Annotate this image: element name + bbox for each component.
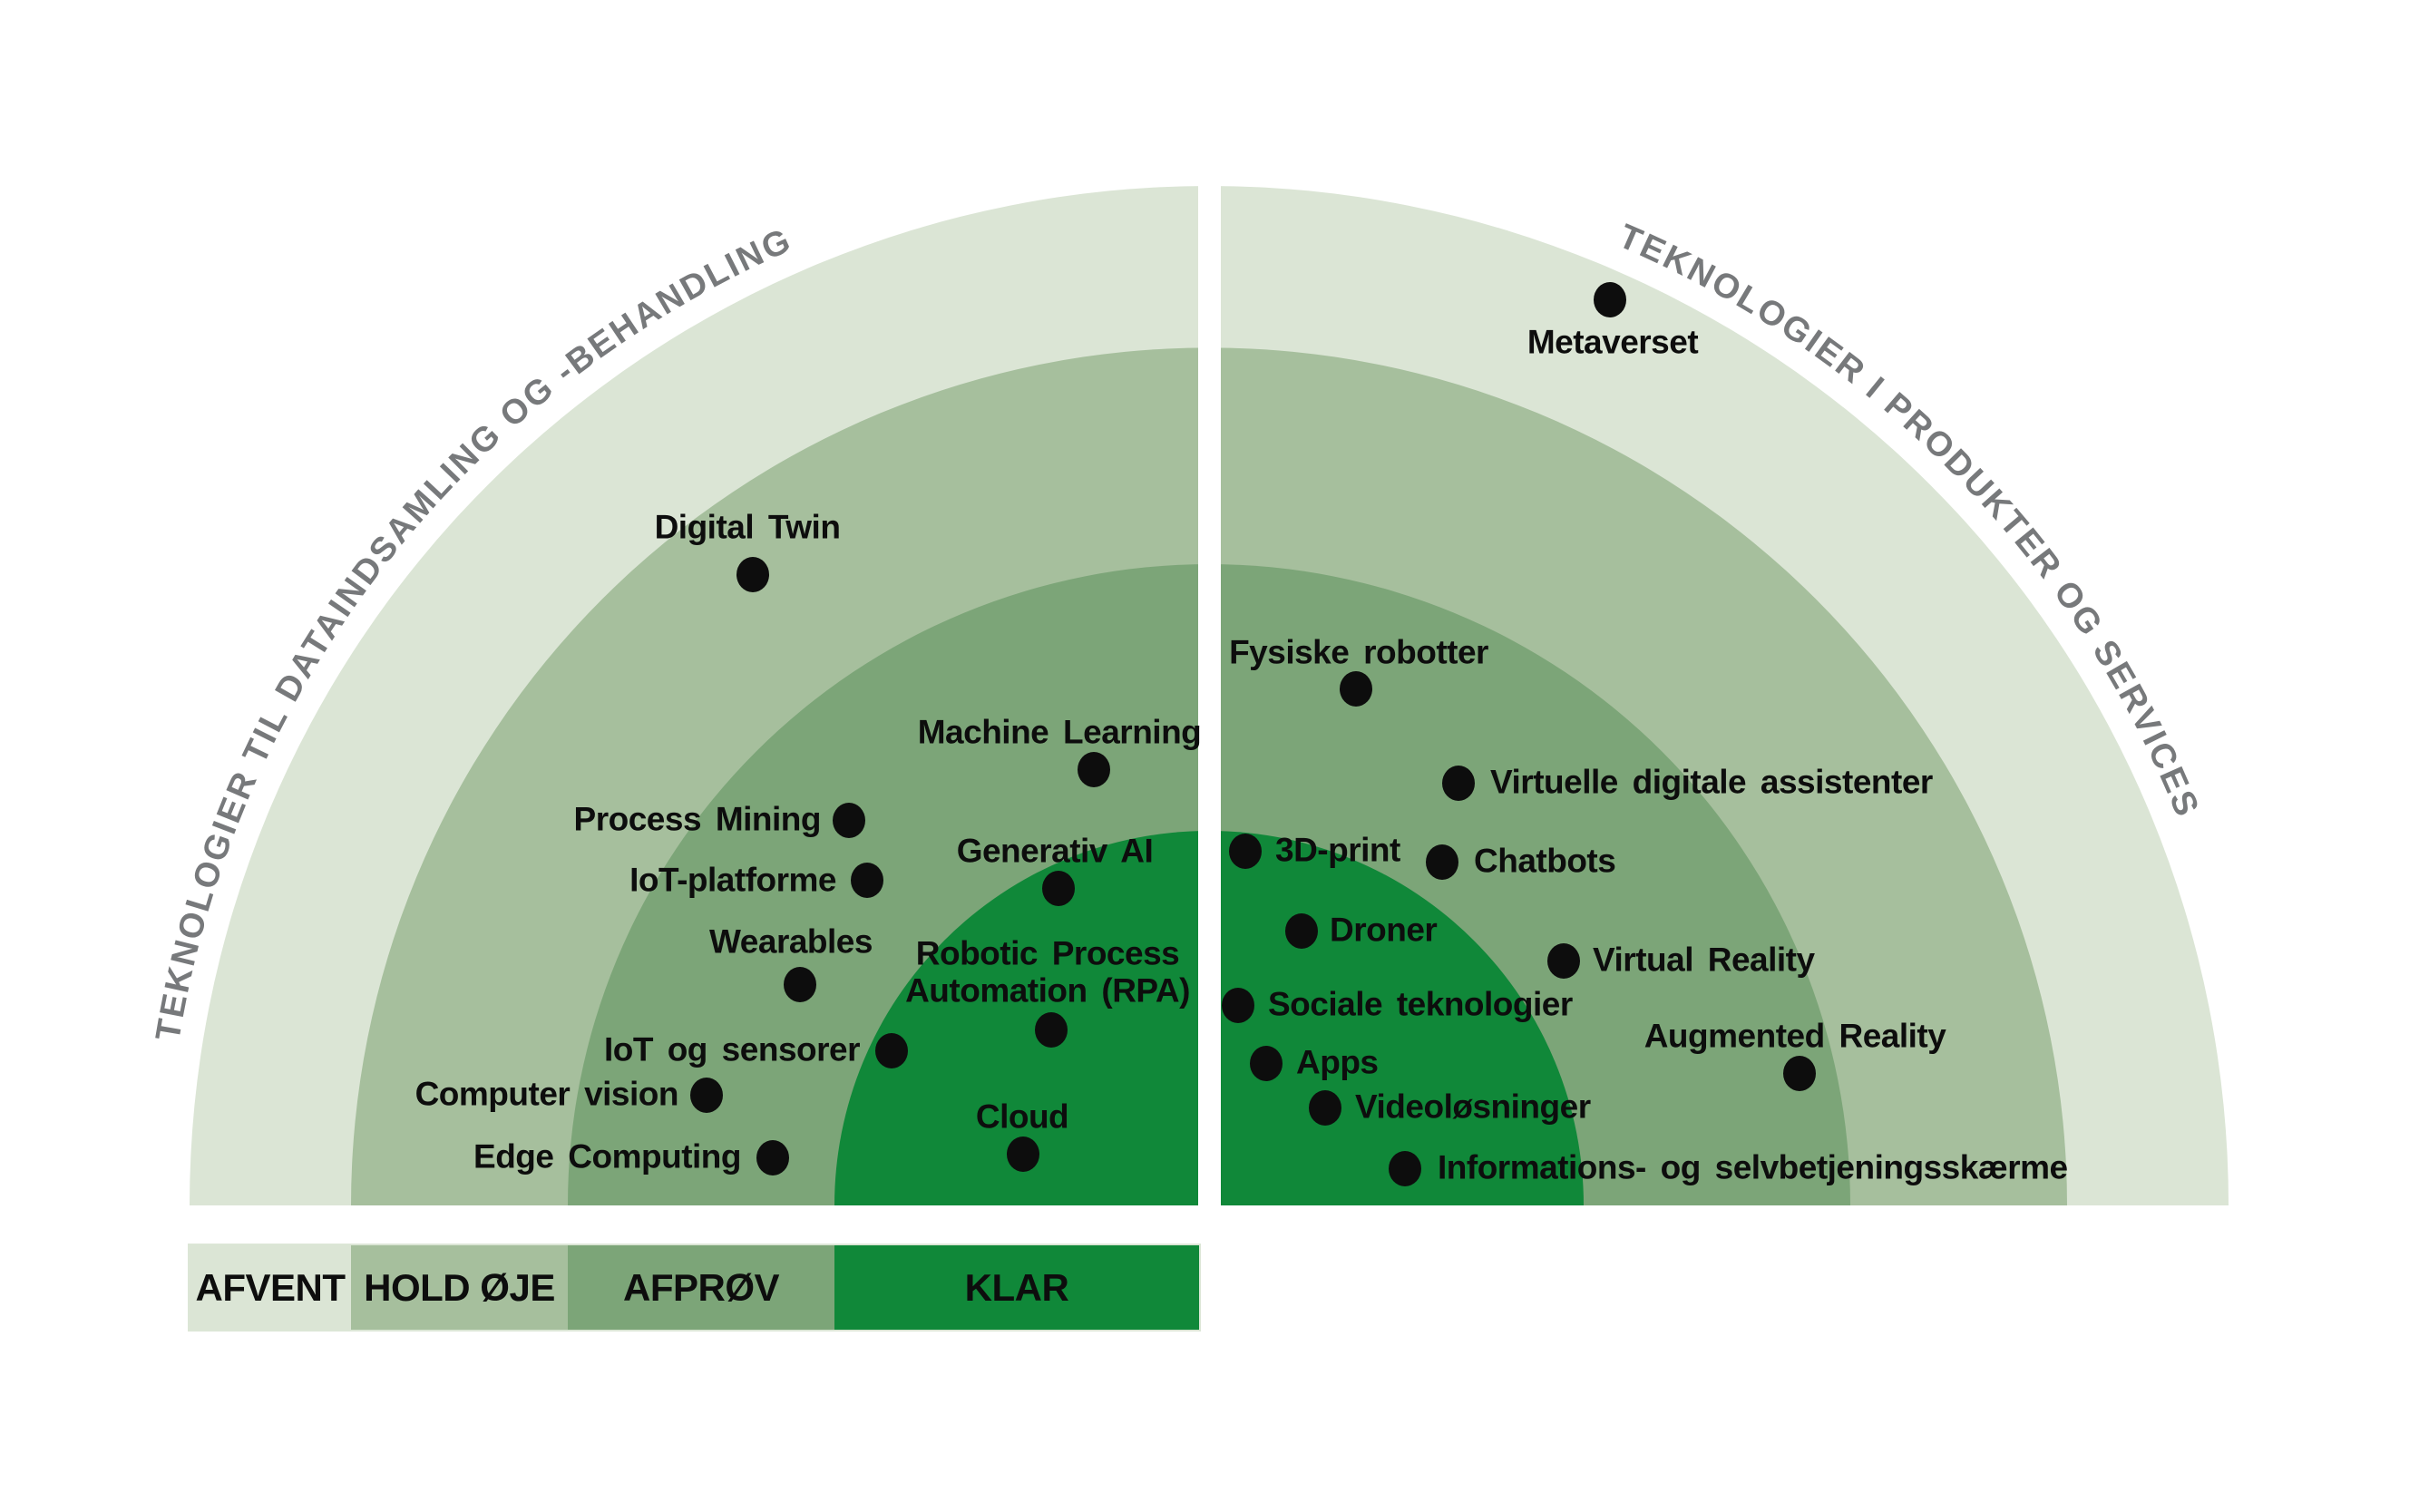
dot-computer-vision (690, 1078, 723, 1113)
dot-informations-og-selvbetjeningsskaerme (1389, 1151, 1421, 1186)
dot-cloud (1007, 1136, 1039, 1172)
dot-3d-print (1229, 834, 1262, 869)
label-chatbots: Chatbots (1474, 842, 1616, 880)
label-informations-og-selvbetjeningsskaerme: Informations- og selvbetjeningsskærme (1438, 1148, 2068, 1186)
dot-generativ-ai (1042, 871, 1075, 906)
label-sociale-teknologier: Sociale teknologier (1268, 985, 1573, 1023)
dot-sociale-teknologier (1222, 988, 1254, 1023)
label-wearables: Wearables (709, 922, 873, 961)
dot-droner (1285, 913, 1318, 949)
dot-iot-og-sensorer (875, 1033, 908, 1068)
dot-virtual-reality (1547, 943, 1580, 979)
label-edge-computing: Edge Computing (473, 1137, 741, 1175)
dot-process-mining (833, 803, 865, 838)
dot-rpa (1035, 1012, 1068, 1048)
dot-metaverset (1594, 282, 1626, 317)
dot-chatbots (1426, 844, 1458, 880)
label-process-mining: Process Mining (573, 800, 822, 838)
label-augmented-reality: Augmented Reality (1644, 1017, 1946, 1055)
label-apps: Apps (1296, 1043, 1379, 1081)
label-machine-learning: Machine Learning (917, 713, 1202, 751)
dot-wearables (784, 967, 816, 1002)
dot-iot-platforme (851, 863, 883, 898)
label-virtual-reality: Virtual Reality (1593, 941, 1815, 979)
legend-band-afvent: AFVENT (190, 1245, 351, 1330)
label-videolosninger: Videoløsninger (1355, 1088, 1591, 1126)
label-cloud: Cloud (975, 1097, 1069, 1136)
label-iot-platforme: IoT-platforme (629, 861, 836, 899)
label-computer-vision: Computer vision (415, 1075, 679, 1113)
legend-band-klar: KLAR (834, 1245, 1199, 1330)
dot-apps (1250, 1046, 1283, 1081)
label-generativ-ai: Generativ AI (956, 832, 1154, 870)
label-metaverset: Metaverset (1527, 323, 1699, 361)
legend-band-hold-oje: HOLD ØJE (351, 1245, 568, 1330)
dot-fysiske-robotter (1340, 671, 1372, 707)
legend: AFVENT HOLD ØJE AFPRØV KLAR (188, 1244, 1201, 1332)
half-divider (1198, 177, 1221, 1205)
label-digital-twin: Digital Twin (654, 508, 841, 546)
dot-virtuelle-digitale-assistenter (1442, 766, 1475, 801)
legend-band-afprov: AFPRØV (568, 1245, 834, 1330)
label-droner: Droner (1330, 911, 1438, 949)
label-iot-og-sensorer: IoT og sensorer (603, 1030, 861, 1068)
label-fysiske-robotter: Fysiske robotter (1229, 633, 1488, 671)
dot-machine-learning (1078, 752, 1110, 787)
label-rpa: Robotic Process Automation (RPA) (905, 934, 1190, 1010)
dot-augmented-reality (1783, 1056, 1816, 1091)
label-3d-print: 3D-print (1275, 831, 1400, 869)
label-virtuelle-digitale-assistenter: Virtuelle digitale assistenter (1490, 763, 1933, 801)
dot-digital-twin (736, 557, 769, 592)
dot-edge-computing (756, 1140, 789, 1175)
dot-videolosninger (1309, 1090, 1341, 1126)
